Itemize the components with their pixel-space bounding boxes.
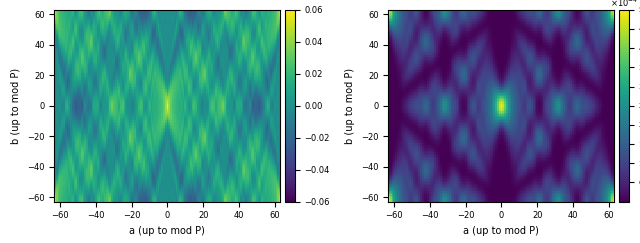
Title: $\times10^{-4}$: $\times10^{-4}$ bbox=[610, 0, 638, 9]
Y-axis label: b (up to mod P): b (up to mod P) bbox=[346, 68, 355, 144]
X-axis label: a (up to mod P): a (up to mod P) bbox=[463, 226, 540, 236]
Y-axis label: b (up to mod P): b (up to mod P) bbox=[12, 68, 22, 144]
X-axis label: a (up to mod P): a (up to mod P) bbox=[129, 226, 205, 236]
